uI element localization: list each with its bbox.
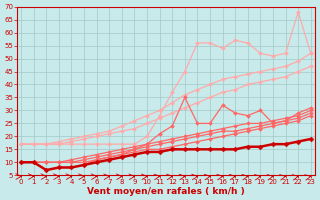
X-axis label: Vent moyen/en rafales ( km/h ): Vent moyen/en rafales ( km/h ) — [87, 187, 245, 196]
